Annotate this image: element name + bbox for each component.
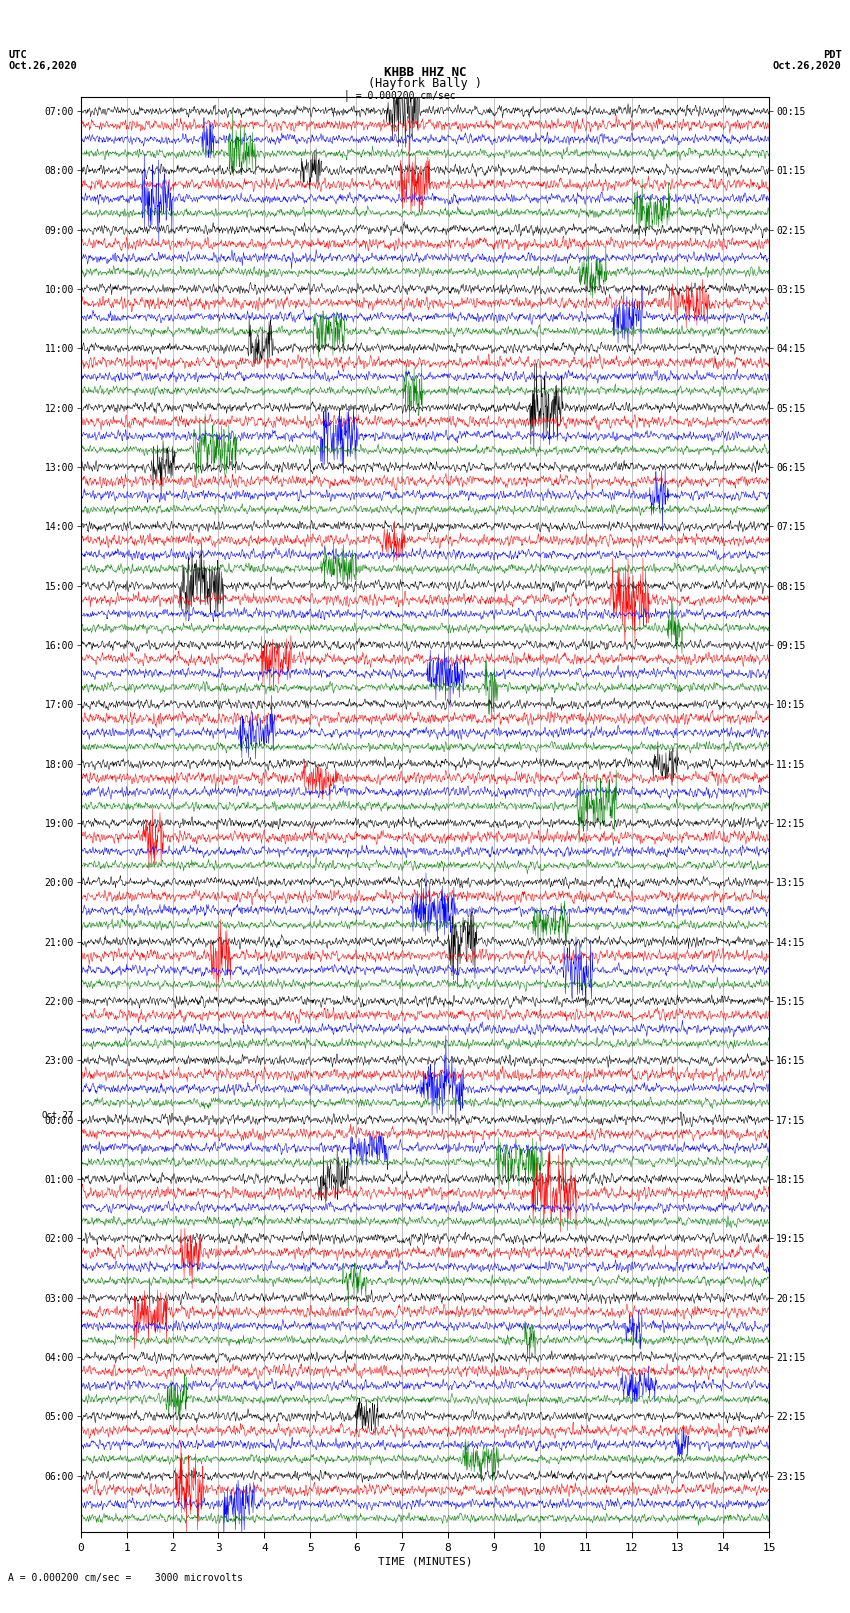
Text: KHBB HHZ NC: KHBB HHZ NC	[383, 66, 467, 79]
Text: A = 0.000200 cm/sec =    3000 microvolts: A = 0.000200 cm/sec = 3000 microvolts	[8, 1573, 243, 1582]
Text: │ = 0.000200 cm/sec: │ = 0.000200 cm/sec	[343, 89, 456, 102]
Text: Oct.26,2020: Oct.26,2020	[773, 61, 842, 71]
Text: Oct.26,2020: Oct.26,2020	[8, 61, 77, 71]
Text: UTC: UTC	[8, 50, 27, 60]
Text: PDT: PDT	[823, 50, 842, 60]
X-axis label: TIME (MINUTES): TIME (MINUTES)	[377, 1557, 473, 1566]
Text: Oct.27: Oct.27	[42, 1111, 74, 1119]
Text: (Hayfork Bally ): (Hayfork Bally )	[368, 77, 482, 90]
